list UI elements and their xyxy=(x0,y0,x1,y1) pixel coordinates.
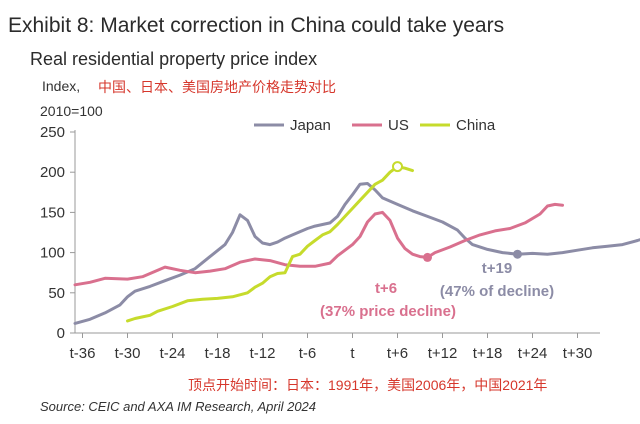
page-title: Exhibit 8: Market correction in China co… xyxy=(8,14,505,37)
x-tick-label: t-36 xyxy=(70,345,96,362)
legend-label-china: China xyxy=(456,117,496,134)
annotation-us-time: t+6 xyxy=(375,280,397,297)
x-tick-label: t+24 xyxy=(518,345,548,362)
x-tick-label: t+18 xyxy=(473,345,503,362)
annotation-japan-decline: (47% of decline) xyxy=(440,283,554,300)
x-tick-label: t-30 xyxy=(115,345,141,362)
y-axis-label-line1: Index, xyxy=(42,78,81,94)
series-line-us xyxy=(73,202,564,287)
y-tick-label: 100 xyxy=(40,245,65,262)
x-tick-label: t xyxy=(350,345,355,362)
marker-china-peak xyxy=(392,161,403,173)
annotation-us-decline: (37% price decline) xyxy=(320,303,456,320)
y-tick-label: 150 xyxy=(40,204,65,221)
y-axis-label-line2: 2010=100 xyxy=(40,103,103,119)
x-tick-label: t-24 xyxy=(160,345,186,362)
marker-japan-trough xyxy=(513,249,522,259)
x-tick-label: t-12 xyxy=(250,345,276,362)
legend-label-japan: Japan xyxy=(290,117,331,134)
x-tick-label: t+12 xyxy=(428,345,458,362)
x-tick-label: t+6 xyxy=(387,345,408,362)
marker-us-trough xyxy=(423,252,432,262)
x-tick-label: t-6 xyxy=(299,345,317,362)
x-tick-label: t+30 xyxy=(563,345,593,362)
x-tick-label: t-18 xyxy=(205,345,231,362)
source-note: Source: CEIC and AXA IM Research, April … xyxy=(40,399,317,414)
annotation-japan-time: t+19 xyxy=(482,260,512,277)
chinese-subtitle: 中国、日本、美国房地产价格走势对比 xyxy=(98,79,336,95)
y-tick-label: 50 xyxy=(48,285,65,302)
legend-label-us: US xyxy=(388,117,409,134)
series-line-japan xyxy=(73,182,640,325)
y-tick-label: 250 xyxy=(40,124,65,141)
y-tick-label: 0 xyxy=(57,325,65,342)
chart-subtitle: Real residential property price index xyxy=(30,49,318,69)
series-line-china xyxy=(126,165,414,323)
chinese-footnote: 顶点开始时间：日本：1991年，美国2006年，中国2021年 xyxy=(188,377,548,393)
y-tick-label: 200 xyxy=(40,164,65,181)
